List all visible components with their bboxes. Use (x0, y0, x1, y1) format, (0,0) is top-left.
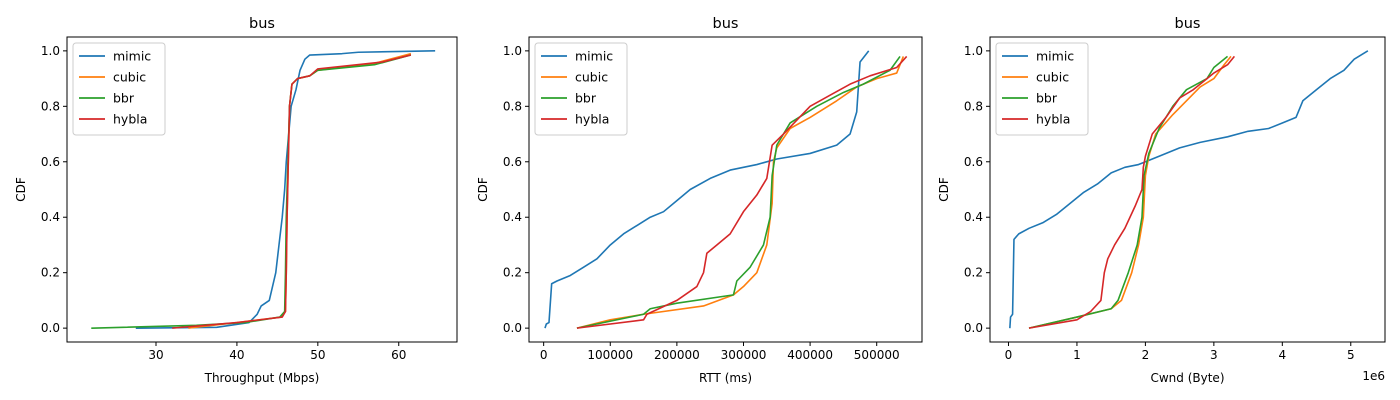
legend-label-cubic: cubic (575, 70, 608, 85)
series-group (1009, 50, 1369, 329)
series-group (544, 50, 908, 329)
y-tick-label: 0.6 (503, 155, 522, 169)
y-tick-label: 1.0 (41, 44, 60, 58)
x-tick-label: 0 (540, 348, 548, 362)
panel-3: bus 0 1 2 3 4 5 0.0 0.2 0.4 0.6 0.8 1.0 Cwnd (Byte) CD… (937, 16, 1386, 385)
legend-label-hybla: hybla (1036, 112, 1070, 127)
legend-label-mimic: mimic (575, 49, 613, 64)
y-tick-label: 0.8 (964, 99, 983, 113)
legend-label-bbr: bbr (113, 91, 135, 106)
legend: mimic cubic bbr hybla (995, 42, 1089, 136)
plot-frame (528, 36, 923, 343)
y-axis-label: CDF (14, 177, 28, 202)
y-tick-label: 0.4 (503, 210, 522, 224)
plot-frame (989, 36, 1386, 343)
y-tick-label: 0.8 (41, 99, 60, 113)
legend-label-bbr: bbr (575, 91, 597, 106)
x-tick-label: 50 (310, 348, 325, 362)
x-tick-label: 2 (1142, 348, 1150, 362)
series-line-cubic (1028, 55, 1232, 329)
legend-label-hybla: hybla (575, 112, 609, 127)
x-tick-label: 400000 (787, 348, 833, 362)
x-tick-label: 5 (1347, 348, 1355, 362)
y-tick-label: 0.0 (503, 321, 522, 335)
legend: mimic cubic bbr hybla (534, 42, 628, 136)
y-tick-label: 0.0 (41, 321, 60, 335)
panel-2: bus 0 100000 200000 300000 400000 500000 0.0 0.2… (476, 16, 923, 385)
x-axis-label: Cwnd (Byte) (1150, 371, 1224, 385)
y-tick-label: 0.2 (41, 266, 60, 280)
y-tick-label: 1.0 (964, 44, 983, 58)
y-tick-label: 0.4 (41, 210, 60, 224)
series-line-mimic (544, 50, 870, 329)
x-tick-label: 1 (1073, 348, 1081, 362)
x-tick-label: 300000 (721, 348, 767, 362)
y-axis-label: CDF (937, 177, 951, 202)
x-tick-label: 500000 (854, 348, 900, 362)
y-tick-label: 0.6 (41, 155, 60, 169)
legend-label-mimic: mimic (113, 49, 151, 64)
panel-title: bus (1175, 16, 1201, 32)
panel-title: bus (713, 16, 739, 32)
y-tick-label: 0.2 (964, 266, 983, 280)
series-line-hybla (172, 54, 412, 329)
y-tick-label: 0.2 (503, 266, 522, 280)
series-line-mimic (135, 50, 436, 329)
legend-label-hybla: hybla (113, 112, 147, 127)
series-line-hybla (576, 55, 908, 329)
x-tick-label: 3 (1210, 348, 1218, 362)
legend-box (72, 42, 166, 136)
legend-label-mimic: mimic (1036, 49, 1074, 64)
panel-1: bus 30 40 50 60 0.0 0.2 0.4 0.6 0.8 1.0 Throughput … (14, 16, 458, 385)
series-group (91, 50, 436, 329)
y-axis-label: CDF (476, 177, 490, 202)
legend-box (534, 42, 628, 136)
x-tick-label: 60 (391, 348, 406, 362)
x-tick-label: 0 (1005, 348, 1013, 362)
legend-label-cubic: cubic (1036, 70, 1069, 85)
y-tick-label: 0.8 (503, 99, 522, 113)
series-line-hybla (1028, 55, 1236, 329)
x-tick-label: 40 (229, 348, 244, 362)
x-tick-label: 100000 (587, 348, 633, 362)
x-offset-label: 1e6 (1362, 369, 1385, 383)
x-axis-label: RTT (ms) (699, 371, 752, 385)
legend-box (995, 42, 1089, 136)
legend: mimic cubic bbr hybla (72, 42, 166, 136)
series-line-bbr (1028, 55, 1229, 329)
x-tick-label: 200000 (654, 348, 700, 362)
panel-title: bus (249, 16, 275, 32)
x-tick-label: 30 (148, 348, 163, 362)
y-tick-label: 0.4 (964, 210, 983, 224)
plot-frame (66, 36, 458, 343)
x-tick-label: 4 (1278, 348, 1286, 362)
legend-label-cubic: cubic (113, 70, 146, 85)
y-tick-label: 0.0 (964, 321, 983, 335)
x-axis-label: Throughput (Mbps) (204, 371, 320, 385)
legend-label-bbr: bbr (1036, 91, 1058, 106)
y-tick-label: 1.0 (503, 44, 522, 58)
y-tick-label: 0.6 (964, 155, 983, 169)
series-line-cubic (188, 52, 412, 329)
